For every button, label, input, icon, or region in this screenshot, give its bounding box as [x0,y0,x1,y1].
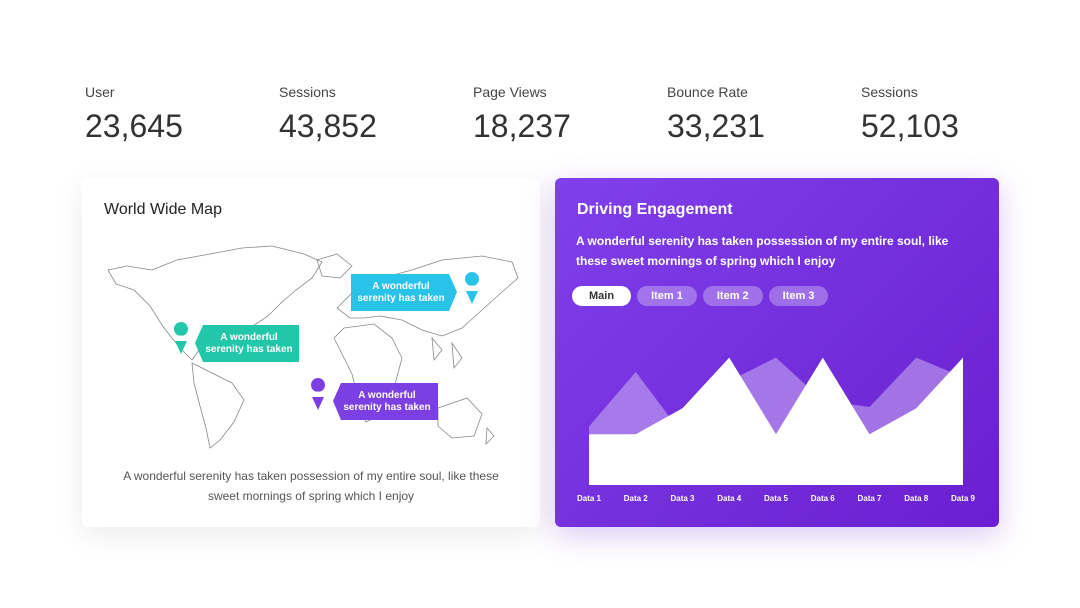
stat-value: 52,103 [861,108,959,144]
tab[interactable]: Item 2 [702,286,763,306]
x-tick-label: Data 7 [857,494,882,503]
callout-text: A wonderful serenity has taken [343,390,431,413]
x-tick-label: Data 6 [811,494,836,503]
callout-bg [333,383,438,420]
stat: Sessions 52,103 [861,84,1041,145]
x-tick-label: Data 5 [764,494,789,503]
stat-value: 33,231 [667,108,765,144]
stat: User 23,645 [85,84,265,145]
tab[interactable]: Item 3 [768,286,829,306]
callout-text: A wonderful serenity has taken [357,281,445,304]
tab[interactable]: Item 1 [637,286,697,306]
continents [107,245,519,449]
pin-blue [465,272,480,304]
card-title: World Wide Map [104,201,222,218]
tab-bar: Main Item 1 Item 2 Item 3 [572,286,829,306]
stat-label: Sessions [279,84,336,100]
pin-teal [174,322,189,354]
x-tick-label: Data 2 [624,494,649,503]
tab[interactable]: Main [572,286,632,306]
stat-label: Bounce Rate [667,84,748,100]
stat-label: User [85,84,115,100]
stat: Sessions 43,852 [279,84,459,145]
area [589,357,963,485]
x-tick-label: Data 4 [717,494,742,503]
callout-text: A wonderful serenity has taken [205,332,293,355]
map-card: World Wide Map A wonderful serenity has … [82,178,540,527]
stat-value: 43,852 [279,108,377,144]
x-tick-label: Data 3 [670,494,695,503]
x-tick-label: Data 8 [904,494,929,503]
stat-value: 18,237 [473,108,571,144]
engagement-card: Driving Engagement A wonderful serenity … [555,178,999,527]
stat: Bounce Rate 33,231 [667,84,847,145]
description: A wonderful serenity has taken possessio… [576,234,949,268]
area-chart: Data 1 Data 2 Data 3 Data 4 Data 5 Data 6 Data… [577,357,976,503]
stat: Page Views 18,237 [473,84,653,145]
stat-label: Page Views [473,84,547,100]
callout-bg [351,274,457,311]
stat-label: Sessions [861,84,918,100]
stat-value: 23,645 [85,108,183,144]
callout-bg [195,325,299,362]
x-tick-label: Data 9 [951,494,976,503]
pin-purple [311,378,326,410]
world-map [107,245,519,449]
x-tick-label: Data 1 [577,494,602,503]
caption: A wonderful serenity has taken possessio… [123,469,499,503]
card-title: Driving Engagement [577,201,733,218]
